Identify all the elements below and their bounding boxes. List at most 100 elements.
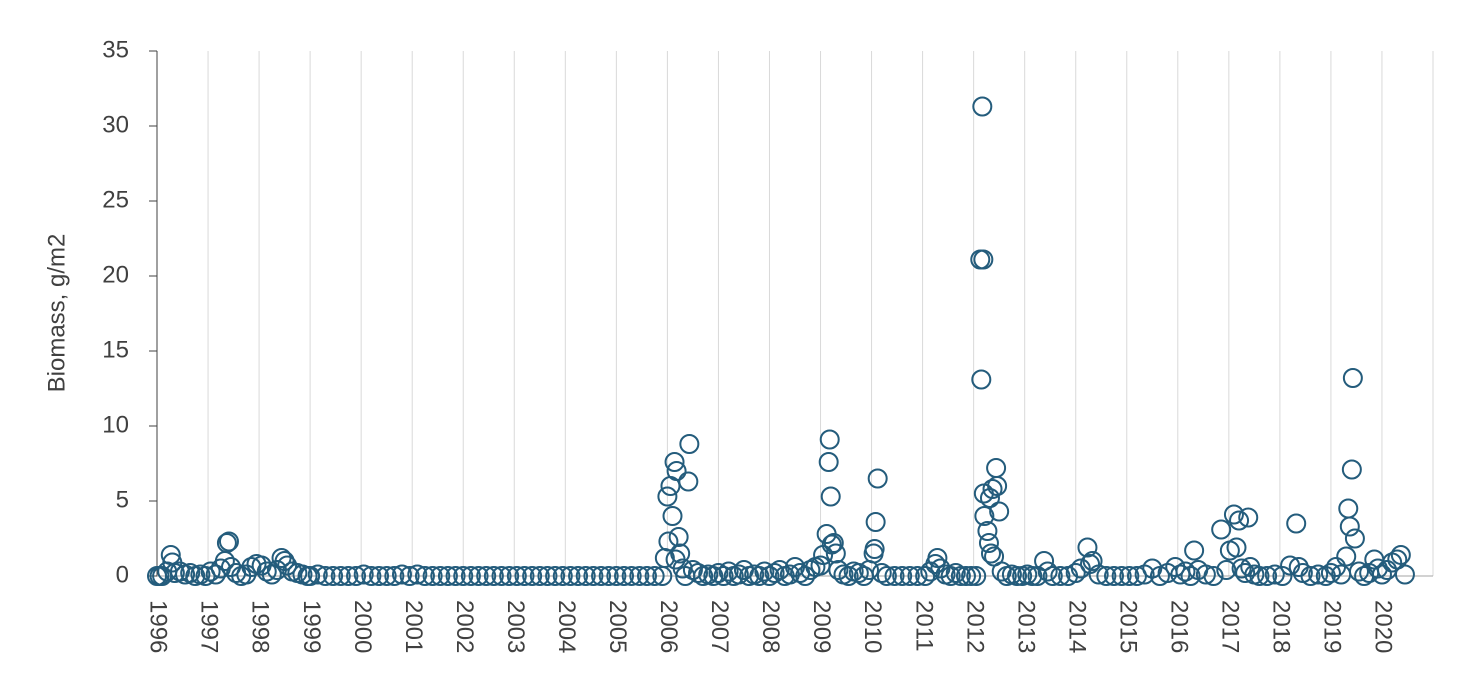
data-point [274, 551, 295, 571]
data-point [1211, 519, 1232, 540]
data-point [1050, 566, 1071, 586]
data-point [1341, 459, 1362, 480]
data-point [545, 566, 566, 586]
data-point [871, 563, 892, 583]
data-point [300, 566, 321, 586]
data-point [307, 564, 328, 585]
data-point [955, 566, 976, 586]
data-point [568, 566, 589, 586]
x-tick-label: 2018 [1268, 600, 1295, 653]
data-point [346, 566, 367, 586]
data-point [973, 249, 994, 270]
data-point [514, 566, 535, 586]
data-point [708, 563, 729, 583]
x-tick-label: 2006 [655, 600, 682, 653]
x-tick-label: 2001 [400, 600, 427, 653]
x-tick-label: 2019 [1319, 600, 1346, 653]
data-point [361, 566, 382, 586]
data-point [1339, 516, 1360, 537]
data-point [1037, 561, 1058, 582]
data-point [1088, 564, 1109, 585]
data-point [644, 566, 665, 586]
data-point [277, 555, 298, 576]
data-point [1336, 546, 1357, 567]
data-point [1231, 558, 1252, 579]
data-point [1308, 564, 1329, 585]
data-point [1096, 566, 1117, 586]
x-tick-label: 2008 [757, 600, 784, 653]
data-point [876, 566, 897, 586]
data-point [575, 566, 596, 586]
data-point [491, 566, 512, 586]
data-point [629, 566, 650, 586]
data-point [823, 533, 844, 553]
data-point [892, 566, 913, 586]
data-point [940, 566, 961, 586]
data-point [978, 533, 999, 553]
data-point [668, 527, 689, 547]
data-point [1249, 566, 1270, 586]
data-point [865, 512, 886, 532]
data-point [703, 566, 724, 586]
x-tick-label: 2020 [1370, 600, 1397, 653]
data-point [476, 566, 497, 586]
data-point [323, 566, 344, 586]
x-tick-label: 2005 [604, 600, 631, 653]
data-point [560, 566, 581, 586]
data-point [1042, 566, 1063, 586]
data-point [1371, 564, 1392, 585]
data-point [1235, 563, 1256, 583]
data-point [1111, 566, 1132, 586]
data-point [749, 566, 770, 586]
data-point [636, 566, 657, 586]
data-point [218, 531, 239, 552]
data-point [670, 543, 691, 564]
data-point [1022, 566, 1043, 586]
data-point [598, 566, 619, 586]
data-point [391, 564, 412, 585]
x-tick-label: 2003 [502, 600, 529, 653]
x-tick-label: 2009 [808, 600, 835, 653]
data-point [621, 566, 642, 586]
data-point [1286, 513, 1307, 534]
data-point [522, 566, 543, 586]
data-point [1367, 558, 1388, 579]
data-point [820, 486, 841, 507]
data-point [1342, 368, 1363, 388]
data-point [1034, 551, 1055, 571]
data-point [657, 486, 678, 507]
data-point [414, 566, 435, 586]
data-point [1338, 498, 1359, 519]
data-point [499, 566, 520, 586]
data-point [1272, 566, 1293, 586]
data-point [1320, 563, 1341, 583]
data-point [460, 566, 481, 586]
data-point [591, 566, 612, 586]
x-tick-label: 1999 [298, 600, 325, 653]
data-point [759, 566, 780, 586]
data-point [315, 566, 336, 586]
x-tick-label: 2014 [1063, 600, 1090, 653]
data-point [1348, 561, 1369, 582]
data-point [1203, 566, 1224, 586]
data-point [1175, 561, 1196, 582]
data-point [614, 566, 635, 586]
x-tick-label: 2011 [910, 600, 937, 652]
data-point [180, 563, 201, 583]
y-tick-label: 25 [102, 186, 129, 213]
data-point [369, 566, 390, 586]
data-point [261, 564, 282, 585]
data-point [819, 429, 840, 450]
data-point [977, 521, 998, 541]
data-point [529, 566, 550, 586]
data-point [353, 564, 374, 585]
data-point [991, 561, 1012, 582]
data-point [950, 566, 971, 586]
data-point [1257, 566, 1278, 586]
data-point [1119, 566, 1140, 586]
data-point [1238, 507, 1259, 528]
data-point [1300, 566, 1321, 586]
data-point [552, 566, 573, 586]
data-point [982, 479, 1003, 499]
